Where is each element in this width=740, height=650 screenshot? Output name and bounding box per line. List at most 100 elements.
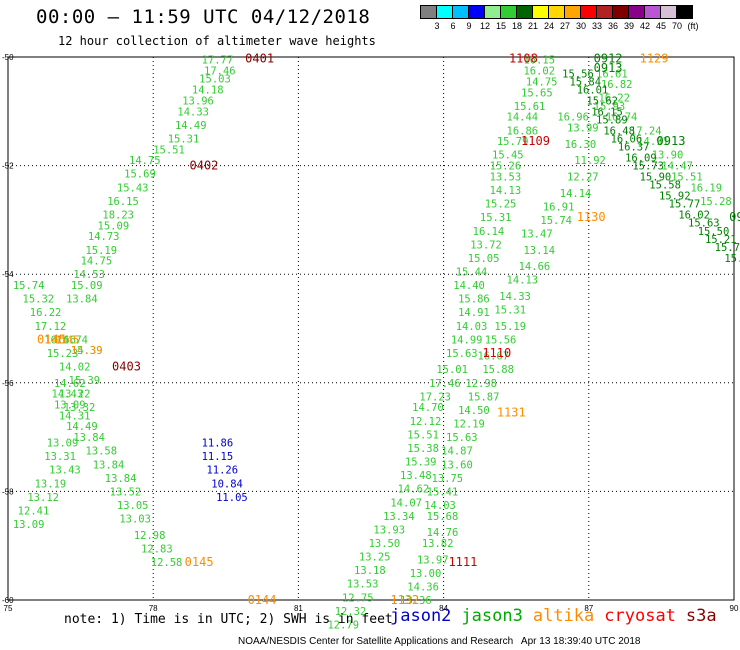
wave-height-value: 13.82 xyxy=(422,538,454,550)
wave-height-value: 14.75 xyxy=(526,76,558,88)
legend-item-altika: altika xyxy=(532,606,595,626)
wave-height-value: 16.30 xyxy=(565,139,597,151)
axis-ticks: 75 78 81 84 87 90 -50 -52 -54 -56 -58 -60 xyxy=(2,53,739,613)
wave-height-value: 13.32 xyxy=(64,402,96,414)
wave-height-value: 15.50 xyxy=(698,226,730,238)
wave-height-value: 15.19 xyxy=(494,321,526,333)
color-scale-label: 36 xyxy=(607,21,618,31)
x-tick-label: 90 xyxy=(730,604,739,613)
wave-height-value: 12.75 xyxy=(342,592,374,604)
wave-height-value: 13.31 xyxy=(44,451,76,463)
wave-height-value: 13.03 xyxy=(119,514,151,526)
color-scale-unit: (ft) xyxy=(687,21,699,31)
wave-height-value: 15.73 xyxy=(632,161,664,173)
color-scale-label: 15 xyxy=(495,21,506,31)
wave-height-value: 15.44 xyxy=(456,266,488,278)
wave-height-value: 13.48 xyxy=(400,470,432,482)
wave-height-value: 13.97 xyxy=(417,554,449,566)
wave-height-value: 14.75 xyxy=(129,155,161,167)
wave-height-value: 15.09 xyxy=(71,280,103,292)
wave-height-value: 15.65 xyxy=(521,87,553,99)
wave-height-value: 16.02 xyxy=(678,209,710,221)
satellite-legend: jason2 jason3 altika cryosat s3a xyxy=(390,606,727,626)
pass-time-label: 0912 xyxy=(594,52,623,66)
wave-height-value: 11.15 xyxy=(202,451,234,463)
wave-height-value: 15.31 xyxy=(168,133,200,145)
note-text: note: 1) Time is in UTC; 2) SWH is in fe… xyxy=(64,612,393,627)
wave-height-value: 15.21 xyxy=(705,234,737,246)
pass-time-label: 0401 xyxy=(245,52,274,66)
color-scale-label: 27 xyxy=(559,21,570,31)
wave-height-value: 16.74 xyxy=(606,112,638,124)
color-scale-label: 12 xyxy=(479,21,490,31)
wave-height-value: 16.15 xyxy=(591,106,623,118)
map-frame xyxy=(7,56,735,601)
wave-height-value: 17.77 xyxy=(202,55,234,67)
wave-height-value: 16.22 xyxy=(598,93,630,105)
pass-time-label: 0144 xyxy=(248,593,277,607)
legend-item-cryosat: cryosat xyxy=(604,606,676,626)
wave-height-value: 15.74 xyxy=(13,280,45,292)
legend-item-s3a: s3a xyxy=(685,606,717,626)
data-points: 11.8611.1511.2610.8411.0517.7717.4615.03… xyxy=(13,52,740,632)
wave-height-value: 14.13 xyxy=(507,275,539,287)
pass-time-label: 0403 xyxy=(112,360,141,374)
wave-height-value: 14.87 xyxy=(441,446,473,458)
wave-height-value: 15.45 xyxy=(492,150,524,162)
wave-height-value: 14.13 xyxy=(490,185,522,197)
wave-height-value: 0145 xyxy=(54,334,79,346)
wave-height-value: 14.66 xyxy=(519,261,551,273)
color-swatch xyxy=(676,5,693,19)
wave-height-value: 11.26 xyxy=(206,465,238,477)
wave-height-value: 14.03 xyxy=(424,500,456,512)
wave-height-value: 15.39 xyxy=(69,375,101,387)
wave-height-value: 15.61 xyxy=(514,101,546,113)
x-tick-label: 75 xyxy=(4,604,13,613)
wave-height-value: 13.12 xyxy=(27,492,59,504)
y-tick-label: -54 xyxy=(2,270,14,279)
wave-height-value: 12.27 xyxy=(567,171,599,183)
wave-height-value: 13.58 xyxy=(85,446,117,458)
wave-height-value: 14.39 xyxy=(71,345,103,357)
wave-height-value: 13.84 xyxy=(66,294,98,306)
wave-height-value: 14.40 xyxy=(453,280,485,292)
wave-height-value: 15.63 xyxy=(446,432,478,444)
wave-height-value: 15.68 xyxy=(427,511,459,523)
footer-credit: NOAA/NESDIS Center for Satellite Applica… xyxy=(238,636,641,647)
color-scale-legend: 3 6 9 12 15 18 21 24 27 30 33 36 39 42 45 70 (ft) xyxy=(420,5,701,31)
wave-height-value: 15.92 xyxy=(659,190,691,202)
wave-height-value: 15.63 xyxy=(688,218,720,230)
wave-height-value: 13.84 xyxy=(73,432,105,444)
pass-time-label: 1111 xyxy=(448,555,477,569)
wave-height-value: 15.78 xyxy=(715,242,740,254)
wave-height-value: 14.18 xyxy=(192,85,224,97)
wave-height-value: 11.86 xyxy=(202,438,234,450)
legend-item-jason3: jason3 xyxy=(461,606,523,626)
wave-height-value: 13.14 xyxy=(523,245,555,257)
wave-height-value: 16.02 xyxy=(523,66,555,78)
wave-height-value: 15.69 xyxy=(124,169,156,181)
wave-height-value: 15.31 xyxy=(480,212,512,224)
pass-time-label: 0402 xyxy=(190,159,219,173)
wave-height-value: 13.18 xyxy=(354,565,386,577)
wave-height-value: 15.39 xyxy=(71,345,103,357)
wave-height-value: 16.96 xyxy=(557,112,589,124)
wave-height-value: 15.63 xyxy=(446,348,478,360)
wave-height-value: 12.98 xyxy=(465,378,497,390)
wave-height-value: 13.99 xyxy=(567,123,599,135)
wave-height-value: 13.09 xyxy=(47,438,79,450)
wave-height-value: 15.01 xyxy=(436,364,468,376)
wave-height-value: 14.36 xyxy=(407,581,439,593)
pass-time-label: 0145 xyxy=(37,332,66,346)
wave-height-value: 16.22 xyxy=(30,307,62,319)
wave-height-value: 15.62 xyxy=(586,95,618,107)
wave-height-value: 11.05 xyxy=(216,492,248,504)
wave-height-value: 16.91 xyxy=(543,201,575,213)
wave-height-value: 14.91 xyxy=(458,307,490,319)
wave-height-value: 13.09 xyxy=(13,519,45,531)
wave-height-value: 14.70 xyxy=(412,402,444,414)
wave-height-value: 14.47 xyxy=(661,161,693,173)
pass-time-label: 1129 xyxy=(640,52,669,66)
wave-height-value: 17.12 xyxy=(35,321,67,333)
wave-height-value: 14.53 xyxy=(73,269,105,281)
